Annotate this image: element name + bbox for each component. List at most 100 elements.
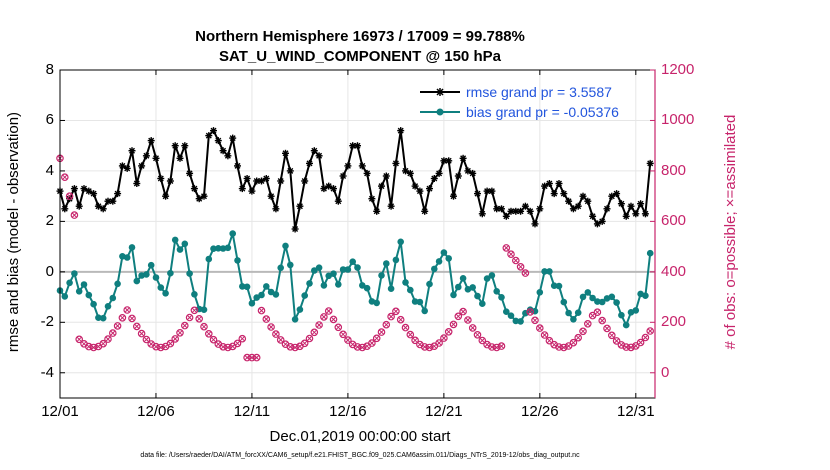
rmse-point: [123, 164, 131, 172]
chart-title-line1: Northern Hemisphere 16973 / 17009 = 99.7…: [195, 28, 525, 45]
x-tick-label: 12/21: [425, 403, 463, 420]
bias-point: [210, 245, 217, 252]
data-file-footnote: data file: /Users/raeder/DAI/ATM_forcXX/…: [140, 452, 580, 459]
rmse-point: [421, 207, 429, 215]
rmse-point: [608, 192, 616, 200]
rmse-point: [584, 197, 592, 205]
bias-point: [75, 288, 83, 295]
bias-point: [383, 260, 390, 267]
bias-point: [296, 306, 304, 313]
rmse-point: [641, 210, 649, 218]
rmse-point: [75, 202, 83, 210]
obs-marker: [339, 330, 347, 339]
legend-rmse-marker: [420, 88, 460, 96]
bias-point: [311, 267, 318, 274]
obs-marker: [99, 339, 107, 348]
obs-marker: [531, 316, 539, 325]
obs-marker: [435, 339, 443, 347]
bias-point: [186, 270, 193, 277]
rmse-point: [310, 147, 318, 155]
rmse-point: [200, 192, 208, 200]
bias-point: [171, 236, 179, 244]
bias-point: [493, 288, 501, 295]
obs-marker: [406, 330, 415, 339]
bias-point: [426, 280, 433, 288]
bias-point: [407, 286, 414, 294]
rmse-point: [574, 202, 582, 210]
obs-marker: [75, 335, 83, 344]
bias-point: [622, 321, 630, 329]
rmse-point: [291, 225, 299, 233]
bias-point: [397, 238, 405, 246]
obs-marker: [603, 324, 611, 333]
rmse-point: [363, 169, 371, 177]
obs-marker: [612, 337, 621, 345]
rmse-point: [99, 205, 107, 213]
bias-point: [176, 246, 184, 253]
rmse-point: [224, 152, 232, 160]
bias-point: [99, 314, 107, 322]
bias-point: [344, 266, 352, 273]
rmse-point: [306, 159, 313, 167]
rmse-point: [330, 185, 337, 193]
obs-marker: [113, 322, 122, 330]
bias-point: [517, 318, 524, 325]
rmse-point: [354, 142, 361, 150]
rmse-point: [358, 162, 366, 170]
rmse-point: [229, 134, 237, 142]
rmse-point: [474, 190, 481, 198]
obs-marker: [368, 339, 376, 347]
rmse-point: [90, 190, 98, 198]
bias-point: [335, 281, 342, 288]
bias-point: [560, 298, 568, 306]
rmse-point: [70, 185, 78, 193]
bias-point: [205, 255, 213, 263]
bias-point: [71, 270, 78, 277]
bias-point: [435, 258, 443, 265]
obs-marker: [598, 316, 607, 325]
obs-marker: [593, 308, 602, 317]
rmse-point: [646, 159, 654, 167]
bias-point: [570, 316, 577, 323]
obs-marker: [104, 335, 112, 343]
obs-marker: [267, 323, 275, 331]
obs-marker: [329, 315, 338, 324]
bias-point: [315, 264, 323, 272]
bias-point: [191, 291, 198, 298]
bias-point: [498, 294, 505, 301]
rmse-point: [296, 202, 304, 210]
bias-point: [320, 282, 328, 289]
y-axis-left-label: rmse and bias (model - observation): [5, 111, 22, 353]
rmse-point: [157, 175, 165, 182]
rmse-point: [622, 212, 630, 220]
obs-marker: [502, 244, 511, 252]
bias-point: [541, 268, 548, 275]
bias-point: [455, 283, 462, 291]
y-left-tick-label: 6: [45, 111, 54, 129]
obs-marker: [109, 329, 117, 337]
bias-point: [239, 283, 246, 290]
rmse-point: [85, 187, 93, 195]
obs-marker: [61, 173, 69, 181]
obs-marker: [396, 315, 405, 324]
rmse-point: [378, 182, 385, 190]
x-tick-label: 12/26: [521, 403, 559, 420]
obs-marker: [372, 334, 381, 343]
bias-point: [469, 284, 477, 291]
x-tick-label: 12/16: [329, 403, 367, 420]
bias-point: [90, 300, 97, 308]
bias-point: [589, 294, 596, 302]
obs-marker: [459, 307, 467, 316]
obs-marker: [190, 306, 199, 315]
rmse-point: [478, 210, 486, 218]
rmse-point: [205, 132, 213, 140]
rmse-point: [61, 205, 69, 213]
rmse-point: [488, 187, 496, 195]
rmse-point: [569, 205, 577, 213]
obs-marker: [478, 336, 487, 345]
rmse-point: [598, 217, 606, 225]
rmse-point: [267, 192, 275, 200]
obs-marker: [540, 331, 549, 339]
obs-marker: [411, 336, 419, 345]
obs-marker: [123, 306, 131, 314]
